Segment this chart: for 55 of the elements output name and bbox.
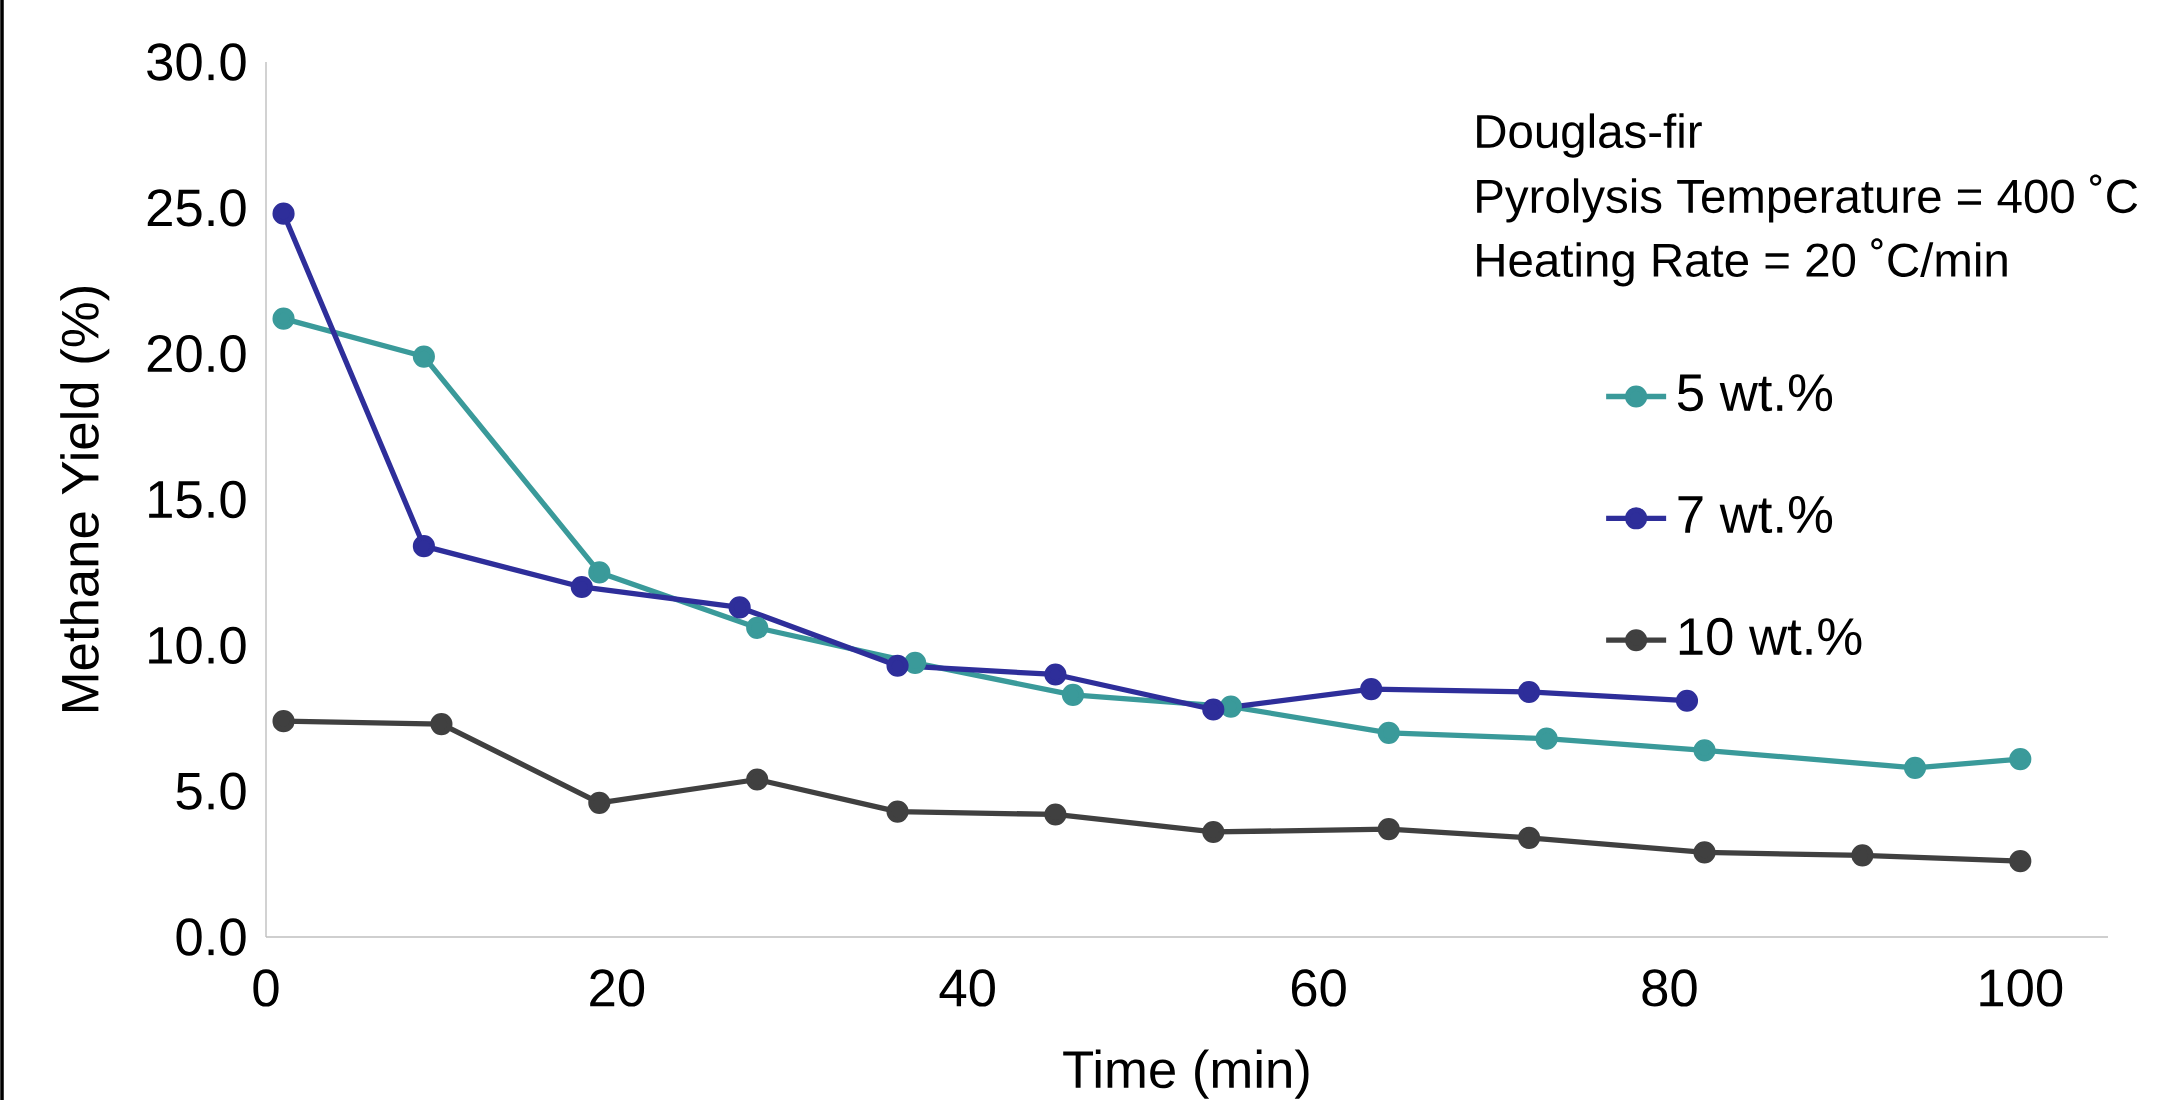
point <box>1219 695 1242 718</box>
point <box>746 768 769 791</box>
point <box>412 535 435 558</box>
annotation: Douglas-fir <box>1477 113 1702 158</box>
y-tick-label: 10.0 <box>149 626 246 664</box>
x-axis-title: Time (min) <box>1063 1049 1309 1099</box>
point <box>412 345 435 368</box>
point <box>1202 820 1225 844</box>
y-tick-label: 15.0 <box>149 480 246 519</box>
annotation: Heating Rate = 20 ˚C/min <box>1477 238 2007 287</box>
point <box>570 575 593 599</box>
x-tick-label: 0 <box>253 969 279 1007</box>
y-tick-label: 30.0 <box>147 43 246 81</box>
point <box>746 616 769 639</box>
point <box>1693 739 1716 762</box>
legend-label: 10 wt.% <box>1679 617 1862 656</box>
point <box>588 561 611 584</box>
y-tick-label: 25.0 <box>147 189 246 227</box>
x-tick-label: 80 <box>1642 969 1697 1007</box>
point <box>1044 663 1067 686</box>
point <box>1377 818 1400 841</box>
point <box>1061 683 1085 706</box>
x-tick-label: 20 <box>590 969 645 1007</box>
point <box>1044 803 1067 826</box>
point <box>886 800 909 823</box>
y-tick-label: 0.0 <box>176 918 246 956</box>
point <box>886 654 909 677</box>
y-axis-title: Methane Yield (%) <box>60 287 110 712</box>
x-tick-label: 40 <box>939 969 995 1007</box>
point <box>1851 844 1874 867</box>
point <box>1360 677 1383 701</box>
point <box>1518 826 1541 849</box>
point <box>2009 748 2032 771</box>
point <box>1518 680 1541 704</box>
point <box>430 713 453 736</box>
y-tick-label: 20.0 <box>147 334 246 373</box>
x-tick-label: 60 <box>1291 969 1346 1007</box>
point <box>904 651 927 674</box>
point <box>588 791 611 814</box>
point <box>1377 721 1400 744</box>
x-tick-label: 100 <box>1980 969 2063 1007</box>
point <box>1693 841 1716 864</box>
y-tick-label: 5.0 <box>176 772 246 810</box>
point <box>728 596 751 619</box>
point <box>272 202 295 225</box>
point <box>2009 850 2032 873</box>
point <box>1675 689 1699 712</box>
point <box>272 710 295 733</box>
legend-label: 5 wt.% <box>1677 374 1833 412</box>
legend-label: 7 wt.% <box>1678 496 1833 534</box>
point <box>1535 727 1558 750</box>
point <box>1903 756 1927 779</box>
point <box>1202 698 1225 721</box>
point <box>272 307 295 330</box>
annotation: Pyrolysis Temperature = 400 ˚C <box>1477 174 2138 223</box>
